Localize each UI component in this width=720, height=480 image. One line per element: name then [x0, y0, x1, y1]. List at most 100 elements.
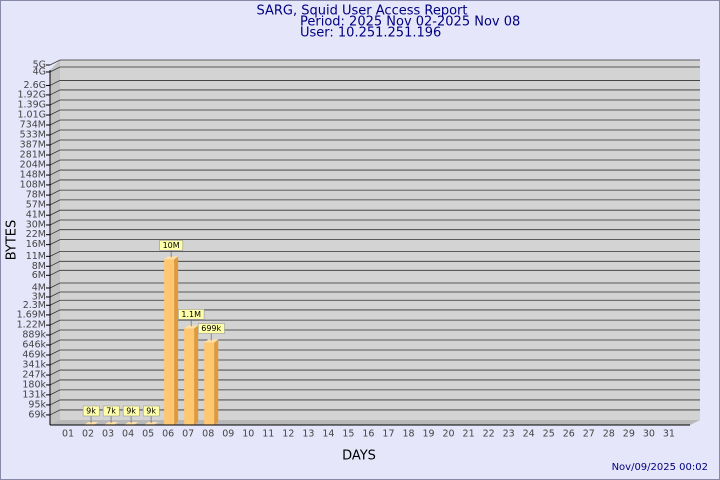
grid-line — [49, 209, 700, 216]
x-tick-label: 18 — [402, 429, 414, 440]
bar-front — [204, 342, 215, 425]
y-tick-label: 2.3M — [23, 300, 46, 311]
x-tick-label: 20 — [443, 429, 455, 440]
value-label: 9k — [146, 407, 156, 416]
grid-line — [49, 319, 700, 326]
x-tick-label: 29 — [623, 429, 635, 440]
bar: 1.1M — [178, 309, 205, 425]
y-tick-label: 889k — [22, 330, 46, 341]
y-tick-label: 11M — [26, 251, 46, 262]
y-tick-label: 204M — [20, 160, 46, 171]
x-tick-label: 10 — [242, 429, 254, 440]
bar: 9k — [82, 405, 100, 425]
y-tick-label: 1.39G — [17, 100, 46, 111]
x-tick-label: 14 — [322, 429, 334, 440]
x-tick-label: 05 — [142, 429, 154, 440]
value-label-box — [159, 240, 184, 251]
y-tick-label: 2.6G — [24, 80, 46, 91]
grid-line — [49, 359, 700, 366]
grid-line — [49, 109, 700, 116]
y-tick-label: 16M — [26, 239, 46, 250]
bar: 7k — [102, 405, 120, 425]
bar: 9k — [142, 405, 160, 425]
grid-line — [49, 369, 700, 376]
y-tick-label: 95k — [28, 399, 46, 410]
grid-line — [49, 179, 700, 186]
value-label-box — [197, 323, 225, 334]
grid-line — [49, 129, 700, 136]
grid-line — [49, 59, 700, 66]
grid-line — [49, 291, 700, 298]
y-tick-label: 1.01G — [17, 110, 46, 121]
y-tick-label: 469k — [22, 350, 46, 361]
value-label-box — [102, 405, 120, 417]
grid-line — [49, 379, 700, 386]
grid-line — [49, 66, 700, 73]
y-tick-label: 69k — [28, 409, 46, 420]
grid-line — [49, 239, 700, 245]
y-tick-label: 108M — [20, 179, 46, 190]
x-tick-label: 09 — [222, 429, 234, 440]
grid-line — [49, 409, 700, 416]
grid-line — [49, 329, 700, 336]
grid-line — [49, 299, 700, 306]
bar-front — [184, 328, 195, 425]
x-tick-label: 12 — [282, 429, 294, 440]
y-tick-label: 8M — [32, 261, 46, 272]
x-tick-label: 07 — [182, 429, 194, 440]
x-tick-label: 28 — [603, 429, 615, 440]
bar-front — [164, 259, 175, 425]
x-tick-label: 27 — [583, 429, 595, 440]
grid-line — [49, 282, 700, 289]
chart-subtitle: Period: 2025 Nov 02-2025 Nov 08 — [300, 15, 520, 30]
chart-title: SARG, Squid User Access Report — [257, 4, 468, 19]
bar-top — [204, 339, 219, 343]
y-tick-label: 1.92G — [17, 89, 46, 100]
grid-line — [49, 189, 700, 196]
x-tick-label: 08 — [202, 429, 214, 440]
y-tick-label: 533M — [20, 130, 46, 141]
value-label-box — [142, 405, 160, 417]
grid-line — [49, 399, 700, 406]
y-tick-label: 131k — [22, 389, 46, 400]
grid-line — [49, 260, 700, 267]
x-tick-label: 21 — [463, 429, 475, 440]
y-tick-label: 30M — [26, 219, 46, 230]
x-tick-label: 01 — [62, 429, 74, 440]
x-tick-label: 25 — [543, 429, 555, 440]
value-label: 9k — [86, 407, 96, 416]
x-tick-label: 19 — [422, 429, 434, 440]
grid-line — [49, 269, 700, 276]
value-label: 699k — [201, 324, 221, 333]
grid-line — [49, 309, 700, 316]
y-tick-label: 4M — [32, 282, 46, 293]
y-tick-label: 3M — [32, 291, 46, 302]
x-tick-label: 22 — [483, 429, 495, 440]
y-tick-label: 1.22M — [17, 320, 46, 331]
y-tick-label: 1.69M — [17, 309, 46, 320]
grid-line — [49, 159, 700, 166]
y-tick-label: 78M — [26, 190, 46, 201]
timestamp: Nov/09/2025 00:02 — [612, 462, 708, 473]
x-tick-label: 06 — [162, 429, 174, 440]
x-axis-label: DAYS — [342, 449, 376, 464]
value-label-box — [178, 309, 205, 320]
x-tick-label: 30 — [643, 429, 655, 440]
x-tick-label: 31 — [663, 429, 675, 440]
y-tick-label: 341k — [22, 359, 46, 370]
bar-side — [194, 325, 199, 425]
x-tick-label: 15 — [342, 429, 354, 440]
grid — [46, 59, 700, 416]
y-axis-label: BYTES — [5, 220, 20, 261]
grid-line — [49, 389, 700, 396]
bar-top — [184, 325, 199, 329]
bar-top — [124, 422, 139, 425]
grid-line — [49, 119, 700, 126]
y-tick-label: 646k — [22, 339, 46, 350]
x-tick-label: 02 — [82, 429, 94, 440]
x-tick-label: 11 — [262, 429, 274, 440]
grid-line — [49, 149, 700, 156]
grid-line — [49, 80, 700, 86]
y-tick-label: 387M — [20, 140, 46, 151]
